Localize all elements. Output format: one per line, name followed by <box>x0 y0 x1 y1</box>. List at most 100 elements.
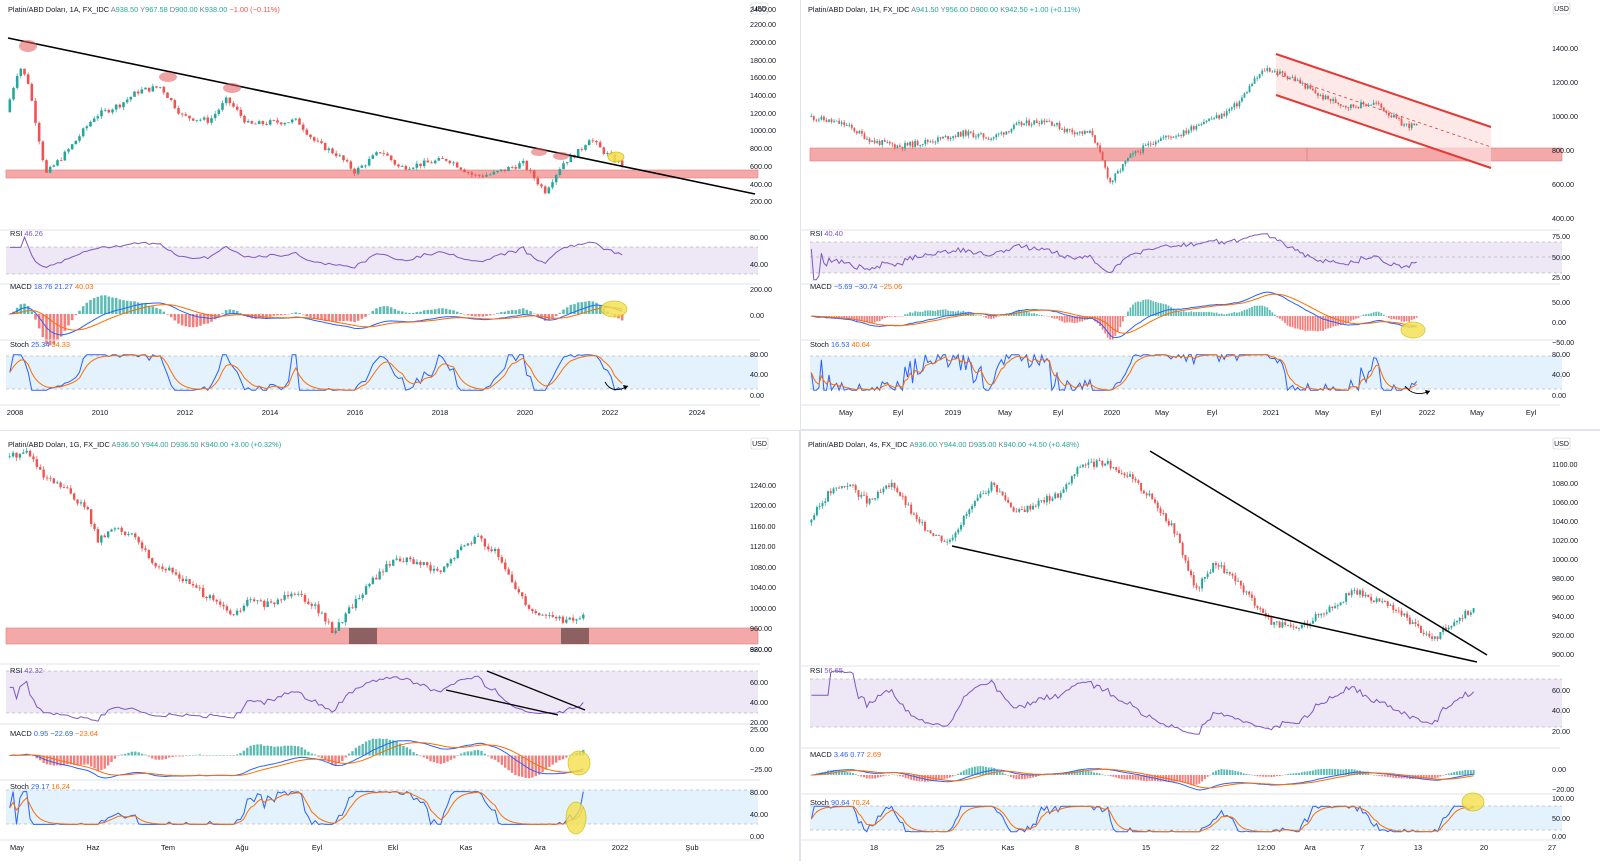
stoch-pane[interactable] <box>800 339 1562 395</box>
price-chart-area[interactable] <box>5 447 759 645</box>
macd-pane[interactable] <box>800 283 1560 341</box>
candle-body <box>411 167 415 169</box>
macd-bar <box>1206 775 1209 777</box>
candle-body <box>1238 101 1241 107</box>
indicator-legend[interactable]: RSI 56.65 <box>810 666 843 675</box>
candle-body <box>595 141 598 143</box>
macd-bar <box>330 755 334 765</box>
indicator-legend[interactable]: MACD 0.95 −22.69 −23.64 <box>10 729 98 738</box>
currency-badge[interactable] <box>750 437 769 450</box>
macd-bar <box>1187 312 1190 316</box>
candle-body <box>827 491 829 502</box>
indicator-legend[interactable]: RSI 46.26 <box>10 229 43 238</box>
macd-bar <box>1433 775 1436 779</box>
currency-badge[interactable] <box>1552 2 1571 15</box>
candle-body <box>935 535 938 536</box>
candle-body <box>838 487 841 489</box>
candle-body <box>89 509 93 525</box>
candle-body <box>985 137 987 139</box>
macd-line <box>9 302 623 336</box>
rsi-pane[interactable] <box>0 663 760 722</box>
macd-bar <box>952 311 955 316</box>
macd-pane[interactable] <box>800 747 1560 791</box>
channel-lower[interactable] <box>1275 94 1492 169</box>
price-chart-area[interactable] <box>810 450 1488 663</box>
macd-bar <box>341 755 344 762</box>
currency-badge[interactable] <box>1552 437 1571 450</box>
candle-body <box>815 506 818 516</box>
time-tick: 2016 <box>347 408 363 417</box>
macd-bar <box>990 316 993 320</box>
panel-h4[interactable] <box>800 450 1562 841</box>
indicator-legend[interactable]: RSI 42.32 <box>10 666 43 675</box>
macd-bar <box>1223 314 1226 316</box>
candle-body <box>517 589 521 593</box>
indicator-legend[interactable]: MACD 18.76 21.27 40.03 <box>10 282 93 291</box>
panel-weekly[interactable] <box>800 53 1563 406</box>
candle-body <box>926 530 929 532</box>
macd-pane[interactable] <box>0 283 760 346</box>
candle-body <box>944 136 947 137</box>
macd-bar <box>1190 775 1192 785</box>
panel-monthly[interactable] <box>0 0 800 430</box>
descending-trendline[interactable] <box>7 37 756 195</box>
indicator-legend[interactable]: MACD 3.46 0.77 2.69 <box>810 750 881 759</box>
currency-badge[interactable] <box>750 2 769 15</box>
rsi-band <box>810 242 1562 273</box>
stoch-pane[interactable] <box>0 779 760 835</box>
rsi-trendline[interactable] <box>486 670 586 711</box>
macd-bar <box>1154 301 1157 316</box>
candle-body <box>541 614 544 616</box>
candle-body <box>437 158 441 161</box>
rsi-pane[interactable] <box>0 229 760 275</box>
candle-body <box>904 143 906 149</box>
price-chart-area[interactable] <box>809 53 1563 185</box>
indicator-tick: −20.00 <box>1552 785 1574 794</box>
macd-bar <box>1311 770 1314 775</box>
price-chart-area[interactable] <box>5 37 759 195</box>
candle-body <box>996 484 999 492</box>
indicator-legend[interactable]: MACD −5.69 −30.74 −25.06 <box>810 282 902 291</box>
candle-body <box>1467 610 1470 615</box>
rsi-pane[interactable] <box>800 665 1562 735</box>
candle-body <box>954 532 957 538</box>
macd-bar <box>939 309 942 316</box>
candle-body <box>518 163 521 169</box>
macd-bar <box>433 309 437 314</box>
price-tick: 400.00 <box>1552 214 1574 223</box>
candle-body <box>1342 601 1345 603</box>
price-tick: 200.00 <box>750 197 772 206</box>
panel-daily[interactable] <box>0 447 760 841</box>
time-tick: Kas <box>1002 843 1015 852</box>
wedge-lower[interactable] <box>951 545 1478 663</box>
macd-bar <box>840 316 843 318</box>
candles <box>8 67 624 195</box>
macd-bar <box>205 755 208 757</box>
macd-bar <box>1035 314 1038 316</box>
indicator-legend[interactable]: Stoch 29.17 16.24 <box>10 782 70 791</box>
macd-bar <box>252 744 256 756</box>
candle-body <box>1065 484 1068 490</box>
candle-body <box>385 564 388 573</box>
indicator-legend[interactable]: Stoch 90.64 70.24 <box>810 798 870 807</box>
macd-bar <box>358 745 361 756</box>
rsi-trendline[interactable] <box>445 689 559 716</box>
stoch-pane[interactable] <box>800 792 1562 833</box>
stoch-pane[interactable] <box>0 339 760 392</box>
wedge-upper[interactable] <box>1149 450 1488 656</box>
text-layer: Platin/ABD Doları, 1A, FX_IDC A938.50 Y9… <box>7 2 1578 852</box>
indicator-legend[interactable]: Stoch 16.53 40.64 <box>810 340 870 349</box>
macd-bar <box>173 314 177 321</box>
macd-pane[interactable] <box>0 723 760 779</box>
candle-body <box>980 133 982 135</box>
indicator-legend[interactable]: Stoch 25.34 34.33 <box>10 340 70 349</box>
time-tick: Haz <box>86 843 99 852</box>
candle-body <box>824 501 827 504</box>
macd-bar <box>198 754 201 756</box>
rsi-pane[interactable] <box>800 229 1562 281</box>
candle-body <box>110 529 113 532</box>
candle-body <box>979 493 982 498</box>
candle-body <box>1151 493 1154 500</box>
indicator-legend[interactable]: RSI 40.40 <box>810 229 843 238</box>
channel-upper[interactable] <box>1275 53 1492 128</box>
